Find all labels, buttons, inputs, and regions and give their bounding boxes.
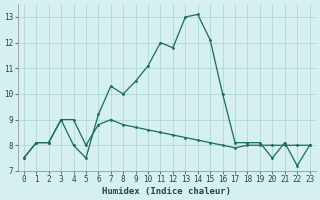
X-axis label: Humidex (Indice chaleur): Humidex (Indice chaleur) [102, 187, 231, 196]
